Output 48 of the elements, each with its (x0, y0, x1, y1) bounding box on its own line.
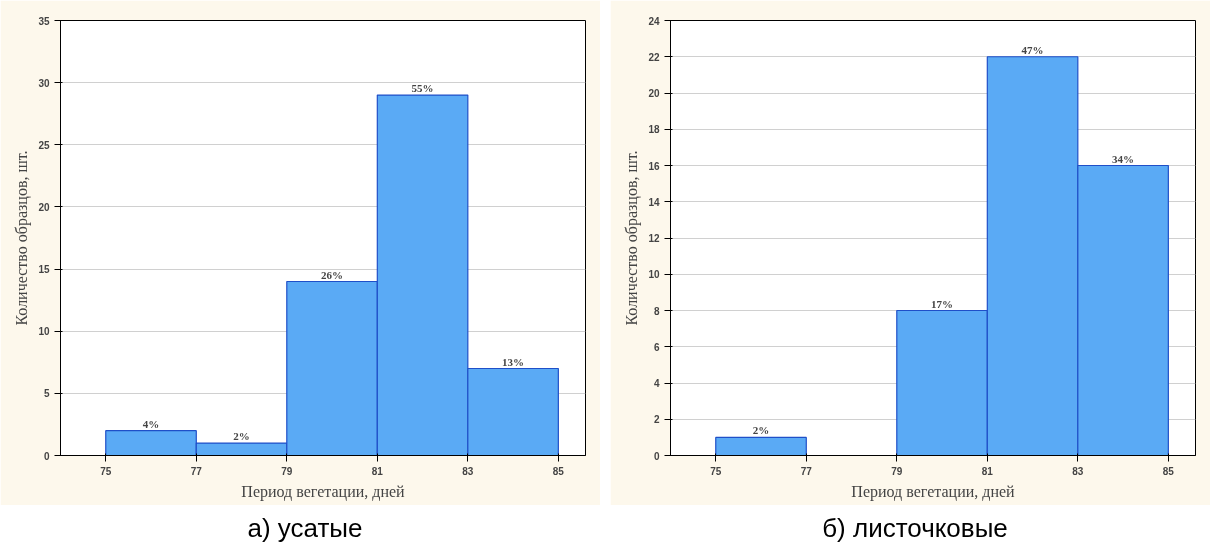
annotation: 13% (502, 355, 525, 368)
y-tick-label: 14 (648, 196, 660, 208)
y-tick-label: 6 (653, 341, 660, 353)
y-tick-label: 0 (653, 450, 660, 462)
y-tick-label: 0 (43, 450, 50, 462)
x-tick-label: 79 (281, 465, 293, 477)
y-tick-label: 35 (38, 15, 50, 27)
y-axis-title: Количество образцов, шт. (623, 150, 642, 326)
x-axis-title: Период вегетации, дней (241, 482, 406, 501)
x-tick-label: 81 (371, 465, 384, 477)
annotation: 2% (752, 424, 770, 437)
x-tick-label: 83 (1072, 465, 1084, 477)
x-tick-label: 83 (462, 465, 474, 477)
y-tick-label: 2 (653, 414, 660, 426)
y-tick-label: 10 (38, 326, 50, 338)
annotation: 55% (411, 82, 434, 95)
x-tick-label: 85 (1162, 465, 1175, 477)
y-tick-label: 30 (38, 77, 50, 89)
x-tick-label: 85 (552, 465, 565, 477)
x-tick-label: 77 (800, 465, 813, 477)
y-tick-label: 12 (648, 233, 660, 244)
text: б) листочковые (822, 512, 1008, 545)
y-tick-label: 24 (648, 15, 660, 27)
x-axis-title: Период вегетации, дней (851, 482, 1016, 501)
y-tick-label: 5 (43, 388, 50, 400)
y-tick-label: 22 (648, 51, 660, 63)
text: а) усатые (247, 512, 363, 545)
annotation: 26% (321, 268, 344, 281)
y-tick-label: 25 (38, 139, 50, 151)
annotation: 34% (1112, 152, 1135, 165)
y-tick-label: 15 (38, 264, 50, 276)
y-tick-label: 18 (648, 124, 660, 136)
annotation: 47% (1021, 43, 1044, 56)
annotation: 4% (142, 417, 160, 430)
x-tick-label: 79 (891, 465, 903, 477)
y-tick-label: 16 (648, 160, 660, 172)
y-axis-title: Количество образцов, шт. (13, 150, 32, 326)
y-tick-label: 20 (648, 88, 660, 99)
x-tick-label: 81 (981, 465, 994, 477)
x-tick-label: 77 (190, 465, 203, 477)
x-tick-label: 75 (710, 465, 722, 477)
x-tick-label: 75 (100, 465, 112, 477)
y-tick-label: 20 (38, 201, 50, 213)
annotation: 17% (931, 297, 954, 310)
y-tick-label: 10 (648, 269, 660, 281)
annotation: 2% (233, 430, 250, 443)
y-tick-label: 8 (653, 305, 660, 317)
y-tick-label: 4 (653, 378, 660, 389)
